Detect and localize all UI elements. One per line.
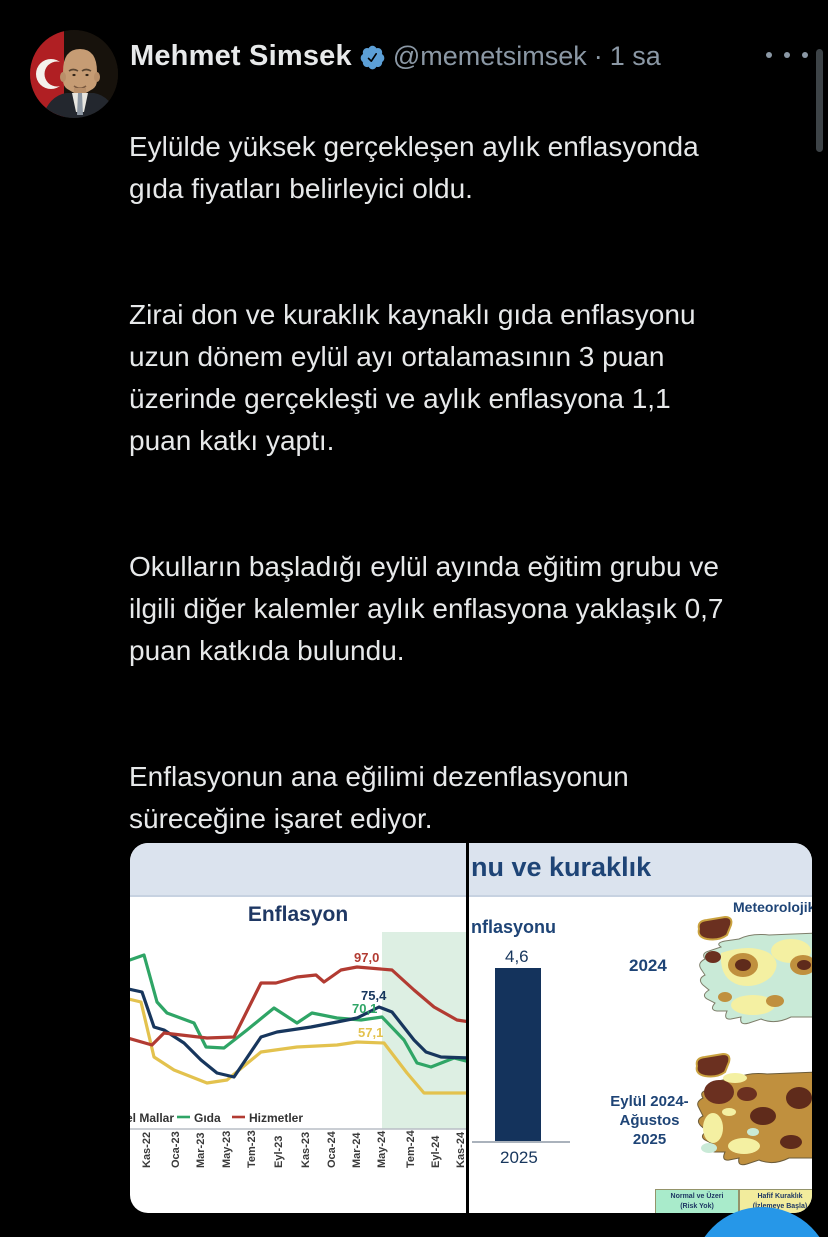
svg-text:Oca-23: Oca-23 [170, 1131, 182, 1168]
annotation-gida: 70,1 [352, 1001, 377, 1016]
media-image-kuraklik[interactable]: nu ve kuraklık nflasyonu 4,6 2025 Meteor… [469, 843, 812, 1213]
x-tick-labels: Kas-22 Oca-23 Mar-23 May-23 Tem-23 Eyl-2… [141, 1129, 466, 1168]
timestamp: 1 sa [609, 40, 661, 71]
legend-hizmetler: Hizmetler [249, 1111, 303, 1125]
avatar-photo [30, 30, 118, 118]
series-yellow-line [130, 997, 466, 1095]
svg-text:Kas-22: Kas-22 [141, 1132, 153, 1168]
drought-map-2025 [695, 1052, 812, 1166]
line-chart: 97,0 75,4 70,1 57,1 el Mallar Gıda Hizme… [130, 932, 466, 1168]
verified-icon [360, 45, 385, 69]
user-handle[interactable]: @memetsimsek [392, 40, 587, 71]
display-name[interactable]: Mehmet Simsek [130, 39, 352, 72]
slide-header-band [130, 843, 466, 897]
post-header: Mehmet Simsek @memetsimsek · 1 sa [130, 38, 661, 74]
svg-text:May-24: May-24 [376, 1130, 388, 1168]
slide-title: nu ve kuraklık [471, 852, 652, 882]
chart-title: Enflasyon [247, 903, 349, 926]
tweet-paragraph: Okulların başladığı eylül ayında eğitim … [129, 551, 724, 666]
svg-text:Mar-24: Mar-24 [351, 1132, 363, 1168]
slide-header-band [469, 843, 812, 897]
bar-2025 [495, 968, 541, 1141]
annotation-yellow: 57,1 [358, 1025, 383, 1040]
map-2025-label: Eylül 2024- Ağustos 2025 [610, 1093, 689, 1148]
legend-temel-mallar: el Mallar [130, 1111, 174, 1125]
media-image-enflasyon-chart[interactable]: Enflasyon 97,0 75,4 70,1 57,1 el Mallar … [130, 843, 466, 1213]
series-gida-line [130, 953, 466, 1069]
map-legend-normal: Normal ve Üzeri (Risk Yok) [655, 1189, 739, 1213]
bar-category-label: 2025 [500, 1148, 538, 1167]
svg-text:Mar-23: Mar-23 [195, 1133, 207, 1168]
svg-text:Eyl-24: Eyl-24 [430, 1135, 442, 1168]
series-hizmetler-line [130, 965, 466, 1047]
drought-map-2024 [697, 915, 812, 1025]
svg-text:Kas-23: Kas-23 [300, 1132, 312, 1168]
map-legend: Normal ve Üzeri (Risk Yok) Hafif Kuraklı… [655, 1189, 812, 1213]
avatar[interactable] [30, 30, 118, 118]
svg-text:Oca-24: Oca-24 [326, 1130, 338, 1168]
svg-text:Kas-24: Kas-24 [455, 1131, 466, 1168]
bar-axis-line [472, 1141, 570, 1143]
svg-text:Eyl-23: Eyl-23 [273, 1136, 285, 1168]
more-button[interactable] [766, 52, 808, 58]
series-navy-line [130, 987, 466, 1079]
separator-dot: · [593, 40, 603, 71]
svg-text:May-23: May-23 [221, 1131, 233, 1168]
svg-text:Tem-24: Tem-24 [405, 1129, 417, 1168]
maps-title: Meteorolojik [733, 899, 812, 915]
legend-gida: Gıda [194, 1111, 221, 1125]
svg-text:Tem-23: Tem-23 [246, 1130, 258, 1168]
tweet-text: Eylülde yüksek gerçekleşen aylık enflasy… [129, 84, 828, 1134]
bar-chart-title: nflasyonu [471, 917, 557, 937]
tweet-paragraph: Zirai don ve kuraklık kaynaklı gıda enfl… [129, 299, 696, 456]
scrollbar[interactable] [816, 49, 823, 152]
tweet-media: Enflasyon 97,0 75,4 70,1 57,1 el Mallar … [130, 843, 812, 1213]
bar-data-label: 4,6 [505, 947, 529, 966]
tweet-paragraph: Enflasyonun ana eğilimi dezenflasyonun s… [129, 761, 629, 834]
annotation-hizmetler: 97,0 [354, 950, 379, 965]
tweet-paragraph: Eylülde yüksek gerçekleşen aylık enflasy… [129, 131, 699, 204]
map-2024-label: 2024 [629, 956, 667, 975]
annotation-navy: 75,4 [361, 988, 387, 1003]
